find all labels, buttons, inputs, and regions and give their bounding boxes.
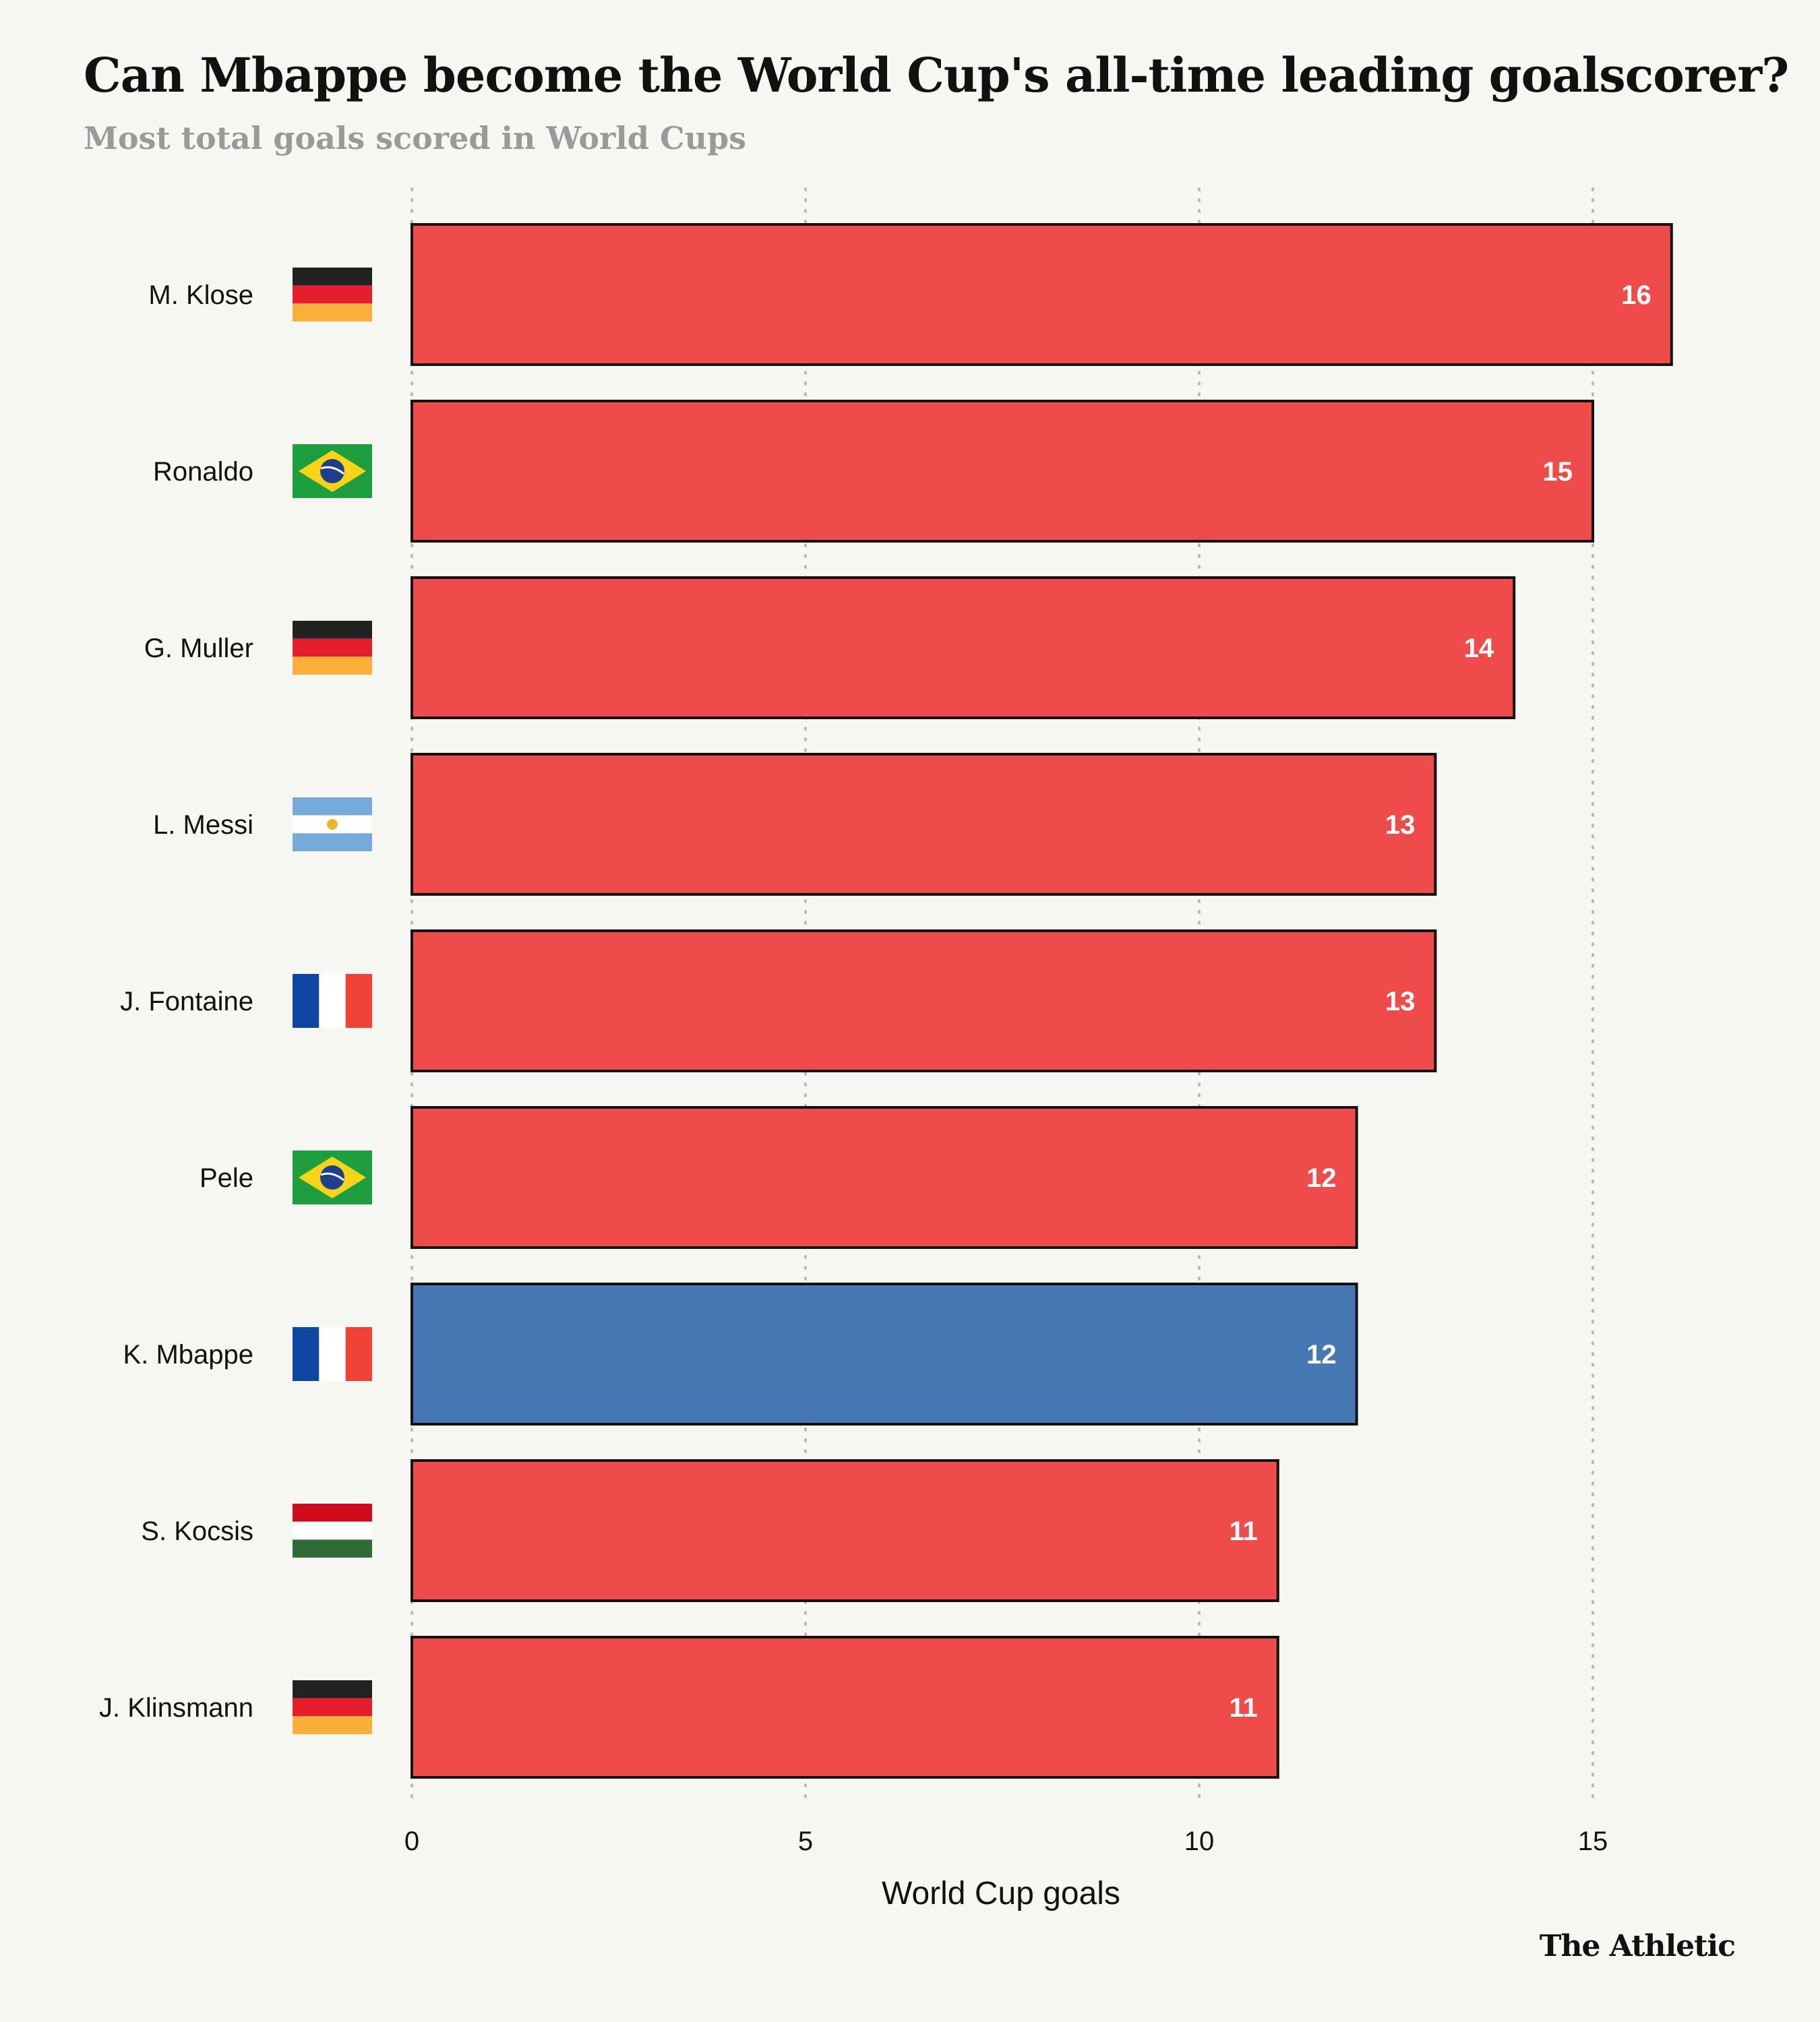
bar-j-klinsmann [411,1636,1279,1779]
bar-g-muller [411,576,1516,719]
value-label-l-messi: 13 [1385,810,1416,840]
brand-logo: The Athletic [1539,1929,1736,1963]
bar-pele [411,1106,1358,1249]
brazil-flag-icon [291,1149,373,1206]
germany-flag-icon [293,1680,372,1734]
player-label-ronaldo: Ronaldo [153,457,253,487]
france-flag-icon [293,1327,372,1381]
value-label-k-mbappe: 12 [1306,1340,1337,1370]
bar-l-messi [411,753,1437,896]
france-flag-icon [293,974,372,1028]
x-tick-label-5: 5 [798,1827,813,1856]
player-label-g-muller: G. Muller [144,634,253,663]
value-label-m-klose: 16 [1621,280,1651,310]
value-label-pele: 12 [1306,1163,1337,1193]
germany-flag-icon [293,268,372,321]
x-tick-label-15: 15 [1578,1827,1608,1856]
player-label-pele: Pele [200,1163,253,1193]
chart-subtitle: Most total goals scored in World Cups [84,120,747,156]
player-label-m-klose: M. Klose [148,280,253,310]
bar-ronaldo [411,400,1594,543]
value-label-g-muller: 14 [1464,634,1494,663]
x-axis: 0 5 10 15 World Cup goals [404,1827,1608,1911]
hungary-flag-icon [293,1504,372,1558]
value-label-s-kocsis: 11 [1230,1516,1258,1546]
brazil-flag-icon [291,443,373,499]
bars: 16 15 14 13 13 12 12 11 11 [411,223,1673,1779]
player-label-j-fontaine: J. Fontaine [120,987,253,1016]
chart-title: Can Mbappe become the World Cup's all-ti… [84,47,1789,103]
value-label-j-klinsmann: 11 [1230,1693,1258,1723]
x-tick-label-10: 10 [1184,1827,1215,1856]
bar-k-mbappe [411,1283,1358,1426]
germany-flag-icon [293,621,372,675]
player-label-s-kocsis: S. Kocsis [141,1516,253,1546]
argentina-flag-icon [293,797,372,851]
x-axis-title: World Cup goals [882,1876,1120,1911]
bar-s-kocsis [411,1459,1279,1602]
player-label-l-messi: L. Messi [153,810,253,840]
value-label-j-fontaine: 13 [1385,987,1416,1016]
value-label-ronaldo: 15 [1543,457,1573,487]
x-tick-label-0: 0 [404,1827,419,1856]
bar-j-fontaine [411,929,1437,1072]
bar-chart: 16 15 14 13 13 12 12 11 11 M. Klose Ronaldo G. Mul… [99,187,1673,1911]
bar-m-klose [411,223,1673,366]
player-label-j-klinsmann: J. Klinsmann [99,1693,253,1723]
player-label-k-mbappe: K. Mbappe [123,1340,253,1370]
category-labels: M. Klose Ronaldo G. Muller L. Messi J. Fonta… [99,268,373,1734]
